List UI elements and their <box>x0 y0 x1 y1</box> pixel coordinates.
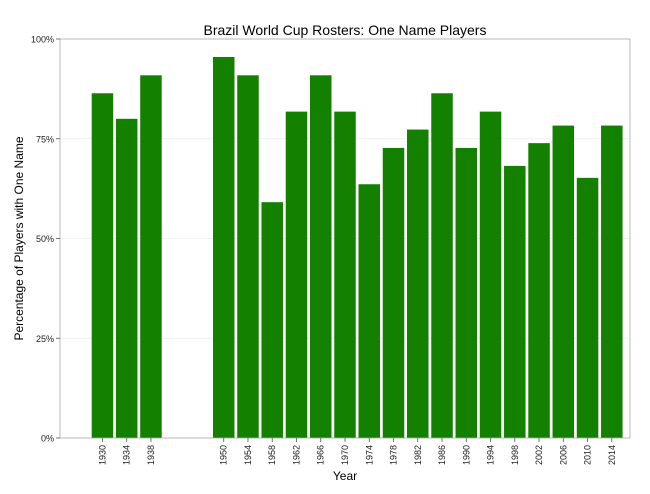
x-tick-label: 1994 <box>486 445 496 465</box>
x-tick-label: 1966 <box>316 445 326 465</box>
bar <box>91 93 114 438</box>
x-tick-label: 1982 <box>413 445 423 465</box>
y-tick-label: 100% <box>31 35 54 45</box>
bar <box>552 125 575 438</box>
bar <box>261 202 283 438</box>
y-tick-label: 75% <box>36 134 54 144</box>
bar <box>479 111 502 439</box>
x-tick-label: 1998 <box>510 445 520 465</box>
bar <box>382 147 405 438</box>
x-tick-label: 1978 <box>389 445 399 465</box>
x-axis: 1930 1934 1938 1950 1954 1958 1962 1966 1970 1974… <box>97 438 617 465</box>
bar <box>601 125 623 438</box>
bar <box>309 75 332 439</box>
x-tick-label: 1958 <box>267 445 277 465</box>
y-axis-label: Percentage of Players with One Name <box>12 136 26 340</box>
y-tick-label: 0% <box>41 434 54 444</box>
x-tick-label: 1950 <box>219 445 229 465</box>
x-tick-label: 1954 <box>243 445 253 465</box>
bar <box>407 129 429 438</box>
x-tick-label: 2010 <box>583 445 593 465</box>
x-tick-label: 1938 <box>146 445 156 465</box>
bar-series <box>91 56 623 439</box>
bar <box>528 143 550 439</box>
x-tick-label: 1970 <box>340 445 350 465</box>
bar <box>212 56 235 438</box>
bar <box>455 147 478 438</box>
bar <box>576 177 599 439</box>
x-tick-label: 2002 <box>534 445 544 465</box>
x-tick-label: 1962 <box>291 445 301 465</box>
x-tick-label: 1934 <box>122 445 132 465</box>
x-tick-label: 1986 <box>437 445 447 465</box>
bar <box>358 184 381 438</box>
bar <box>431 93 453 438</box>
bar <box>504 165 526 438</box>
bar <box>237 75 259 439</box>
x-tick-label: 1974 <box>364 445 374 465</box>
bar <box>115 118 138 439</box>
x-tick-label: 2014 <box>607 445 617 465</box>
x-tick-label: 2006 <box>558 445 568 465</box>
x-axis-label: Year <box>333 469 357 483</box>
bar <box>285 111 308 439</box>
bar <box>140 75 162 439</box>
y-axis: 0% 25% 50% 75% 100% <box>31 35 60 444</box>
chart-title: Brazil World Cup Rosters: One Name Playe… <box>204 22 487 38</box>
x-tick-label: 1930 <box>97 445 107 465</box>
x-tick-label: 1990 <box>461 445 471 465</box>
bar <box>334 111 356 439</box>
y-tick-label: 50% <box>36 234 54 244</box>
y-tick-label: 25% <box>36 334 54 344</box>
